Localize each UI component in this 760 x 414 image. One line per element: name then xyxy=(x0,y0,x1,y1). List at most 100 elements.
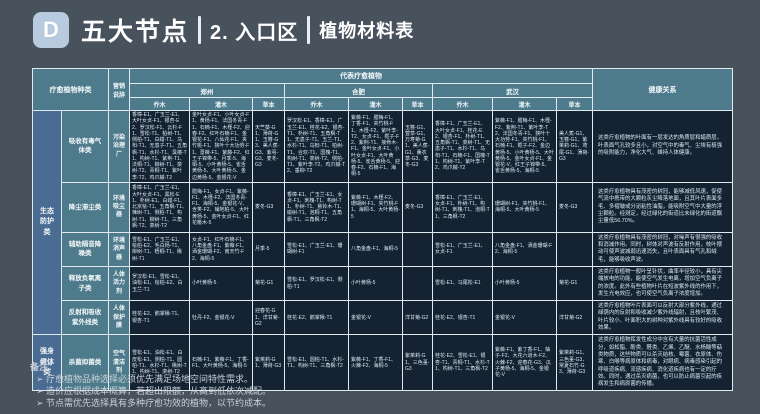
plant-cell: 玉簪-G1、萱草-G1、万寿菊-G1、美人蕉-G1、薰衣草-G3、麦冬-G3 xyxy=(402,110,433,183)
header-row-types: 乔木 灌木 草本 乔木 灌木 草本 乔木 灌木 草本 xyxy=(33,97,733,111)
header-type-shrub: 灌木 xyxy=(492,97,557,111)
footnote-item: ➢ 造价应根据成本概算，若超出限额，从高到低依次减配。 xyxy=(36,386,272,396)
table-row: 降尘滞尘类 环境吸尘器 香樟-E1、广玉兰-E1、大叶女贞-F1、黑松-E1、朴… xyxy=(33,181,734,233)
title-separator xyxy=(198,16,202,44)
health-relation-cell: 这类疗愈植物具有茂密的树冠，对噪声有很强的吸收和消减作用。同时，树体对声波有反射… xyxy=(592,231,734,267)
plant-cell: 雪松-E1、罗汉松-E1、侧柏-T1 xyxy=(284,265,349,302)
footnote-item: ➢ 疗愈植物品种选择必须优先满足场地空间特性需求。 xyxy=(36,374,254,384)
pitch-label: 环境消声器 xyxy=(108,231,130,267)
plant-cell: 麦冬-G3 xyxy=(252,181,285,233)
header-type-herb: 草本 xyxy=(402,97,433,111)
health-relation-cell: 这类疗愈植物挥发性成分中含有大量的抗菌活性成分，如松脂、酚类、醛类、乙烯、乙醚、… xyxy=(592,334,734,392)
pitch-label: 人体保护膜 xyxy=(108,300,130,336)
plant-cell: 桂花-E2、鹅掌楸-T1 xyxy=(284,300,349,336)
plant-cell: 罗汉松-E1、香樟-E1、广玉兰-E1、桂花-E2、银杏-T1、朴树-T1、五角… xyxy=(284,110,349,183)
plant-cell: 香樟-E1、广玉兰-E1、大叶女贞-F1、黑松-E1、朴树-E1、白蜡-F1、北… xyxy=(129,181,190,233)
plant-cell: 香樟-E1、广玉兰-E1、女贞-F1、朴树-T1、构树-T1、刺槐-T1、泡桐-… xyxy=(432,181,493,233)
table-row: 生态防护类 吸收有毒气体类 污染治理厂 香樟-E1、广玉兰-E1、大叶女贞-F1… xyxy=(32,109,734,336)
health-relation-cell: 这类疗愈植物的叶面有一层发达的角质层和蜡质层，叶表面气孔较多且小，对空气中的毒气… xyxy=(592,110,734,183)
header-health-relation: 健康关系 xyxy=(592,68,734,111)
plant-cell: 桂花-E2、银杏-T1 xyxy=(432,300,493,336)
plant-cell: 紫茉莉-G1、三色堇-G3、常夏石竹-G3、薄荷-G3 xyxy=(555,334,594,392)
plant-cell: 紫茉莉-G1、三色堇-G3 xyxy=(402,334,433,392)
plant-cell: 麦冬-G3 xyxy=(402,181,433,233)
plant-cell xyxy=(555,231,594,267)
header-pitch: 营销说辞 xyxy=(108,68,130,111)
header-city-wuhan: 武汉 xyxy=(431,83,594,98)
footnote-item: ➢ 节点需优先选择具有多种疗愈功效的植物，以节约成本。 xyxy=(36,398,272,408)
species-label: 反射和吸收紫外线类 xyxy=(61,300,109,336)
footnotes-title: 备注： xyxy=(30,362,58,372)
pitch-label: 环境吸尘器 xyxy=(108,181,130,233)
plant-cell: 洋甘菊-G2 xyxy=(402,300,433,336)
plant-cell: 小叶黄杨-5 xyxy=(492,265,557,302)
plant-material-table: 疗愈植物种类 营销说辞 代表疗愈植物 健康关系 郑州 合肥 武汉 乔木 灌木 草… xyxy=(32,68,734,392)
species-label: 降尘滞尘类 xyxy=(61,181,109,233)
plant-cell: 雪松-E1、马尾松-E1 xyxy=(432,265,493,302)
plant-cell: 桂花-E2、鹅掌楸-T1、银杏-T1 xyxy=(129,300,190,336)
pitch-label: 空气清洁剂 xyxy=(108,334,130,392)
plant-cell: 雪松-E1、油松-E1、白皮松-E1、侧柏-T1、圆柏-T1、水杉-T1、楸树-… xyxy=(129,334,190,392)
species-label: 释放负氧离子类 xyxy=(61,265,109,302)
plant-cell: 菊花-G1 xyxy=(252,265,285,302)
plant-cell: 小叶黄杨-5 xyxy=(189,265,253,302)
plant-cell: 雪松-E1、广玉兰-E1、女贞-F1 xyxy=(432,231,493,267)
plant-cell: 腊梅-F1、女贞-F1、紫薇-F1、木槿-F2、法国冬青-F1、海桐-5、金银花… xyxy=(189,181,253,233)
plant-cell: 雪松-E1、广玉兰-E1、珊瑚树-F1 xyxy=(284,231,349,267)
health-relation-cell: 这类疗愈植物叶片表面可以反射大部分紫外线，通过绿荫内的反射和吸收减少紫外线辐射，… xyxy=(592,300,734,336)
plant-cell: 牡丹-F2、金银花-V xyxy=(189,300,253,336)
plant-cell: 紫薇-F1、腊梅-F1、木槿-F2、紫荆-T1、紫叶李-T2、法国冬青-F1、狭… xyxy=(492,110,557,183)
plant-cell: 雪松-E1、广玉兰-E1、桧柏-E2、毛白杨-T1、柳树-T1、梧桐-T1、楸树… xyxy=(129,231,190,267)
plant-cell: 八角金盘-F1、洒金珊瑚-F2、海桐-5 xyxy=(492,231,557,267)
plant-cell: 洋甘菊-G2 xyxy=(555,300,594,336)
header-city-zhengzhou: 郑州 xyxy=(129,83,285,98)
pitch-label: 污染治理厂 xyxy=(108,110,130,183)
plant-cell: 紫薇-F1、丁香-F1、火棘-F2、海桐-5 xyxy=(348,334,403,392)
slide-title-bar: D 五大节点 2. 入口区 植物材料表 xyxy=(33,11,414,49)
pitch-label: 人体活力剂 xyxy=(108,265,130,302)
plant-cell: 八角金盘-F1、海桐-5 xyxy=(348,231,403,267)
footnotes: 备注： ➢ 疗愈植物品种选择必须优先满足场地空间特性需求。 ➢ 造价应根据成本概… xyxy=(30,361,271,409)
species-label: 吸收有毒气体类 xyxy=(61,110,109,183)
plant-cell: 菊花-G1 xyxy=(555,265,594,302)
header-species: 疗愈植物种类 xyxy=(32,68,109,111)
header-type-tree: 乔木 xyxy=(284,97,349,111)
header-type-tree: 乔木 xyxy=(129,97,190,111)
plant-cell: 香樟-E1、广玉兰-E1、大叶女贞-F1、银杏-E2、罗汉松-F1、云杉-F1、… xyxy=(129,110,190,183)
plant-cell: 雪松-E1、圆柏-T1、水杉-T1、构树-T1、三角枫-T2 xyxy=(284,334,349,392)
header-type-shrub: 灌木 xyxy=(348,97,403,111)
plant-cell: 紫薇-F1、腊梅-F1、丁香-F1、夹竹桃-F1、木槿-F2、紫叶李-T2、女贞… xyxy=(348,110,403,183)
table-row: 反射和吸收紫外线类 人体保护膜 桂花-E2、鹅掌楸-T1、银杏-T1 牡丹-F2… xyxy=(33,300,734,336)
header-representative-plants: 代表疗愈植物 xyxy=(128,68,594,84)
plant-cell: 紫茉莉-G1、薄荷-G3 xyxy=(252,334,285,392)
plant-cell: 金叶女贞-F1、小叶女贞-F1、黄杨-F1、法国冬青-F1、石楠-F1、木槿-F… xyxy=(189,110,253,183)
health-relation-cell: 这类疗愈植物具有茂密的树冠，能够减低风速，促使气流中携带的大颗粒灰尘降落地面，且… xyxy=(592,181,734,233)
plant-cell: 紫薇-F1、紫丁香-F1、柚子-F2、大花六道木-F2、火棘-F2、迎春花-G3… xyxy=(492,334,557,392)
plant-cell: 美人蕉-G1、玉簪-G1、紫茉莉-G1、鸢尾-G1、薄荷-G3 xyxy=(555,110,594,183)
plant-cell: 石楠-F1、紫薇-F1、丁香-F1、大叶黄杨-5、海桐-5 xyxy=(189,334,253,392)
plant-cell: 金银花-V xyxy=(492,300,557,336)
plant-cell: 月季-5 xyxy=(252,231,285,267)
plant-cell: 香樟-E1、广玉兰-E1、女贞-F1、刺槐-T1、构树-T1、朴树-T1、悬铃木… xyxy=(284,181,349,233)
group-eco-protection: 生态防护类 xyxy=(32,109,62,336)
plant-cell: 金银花-V xyxy=(348,300,403,336)
plant-cell: 罗汉松-E1、雪松-E1、油松-E1、桧柏-E2、白玉兰-T1 xyxy=(129,265,190,302)
plant-cell: 香樟-F1、广玉兰-E1、大叶女贞-F1、桂花-E2、银杏-F1、朴树-T1、五… xyxy=(432,110,493,183)
header-type-herb: 草本 xyxy=(555,97,594,111)
plant-cell: 女贞-F1、红叶石楠-F1、八角金盘-F1、紫薇-F1、洒金珊瑚-F2、南天竹-… xyxy=(189,231,253,267)
table-row: 释放负氧离子类 人体活力剂 罗汉松-E1、雪松-E1、油松-E1、桧柏-E2、白… xyxy=(33,265,734,302)
species-label: 杀菌抑菌类 xyxy=(61,334,109,392)
header-city-hefei: 合肥 xyxy=(284,83,433,98)
title-section: 五大节点 xyxy=(81,18,190,46)
table-row: 强身健体类 杀菌抑菌类 空气清洁剂 雪松-E1、油松-E1、白皮松-E1、侧柏-… xyxy=(32,334,734,392)
species-label: 辅助隔音降噪类 xyxy=(61,231,109,267)
plant-cell xyxy=(402,265,433,302)
plant-cell: 天竺葵-G1、薄荷-G1、玉簪-G3、美人蕉-G3、紫萼-G3、麦冬-G3 xyxy=(252,110,285,183)
plant-cell: 珊瑚树-F1、夹竹桃-F1、海桐-5、大叶黄杨-5 xyxy=(492,181,557,233)
plant-cell: 麦冬-G3 xyxy=(555,181,594,233)
plant-cell: 迎春花-G1、洋甘菊-G2 xyxy=(252,300,285,336)
plant-cell: 桂花-E2、雪松-E1、银杏-T1、青桐-T1、水杉-T1、构树-T1、三角枫-… xyxy=(432,334,493,392)
health-relation-cell: 这类疗愈植物一般叶呈针状，曲率半径较小，具有尖端放电的功能，能使空气发生电离，增… xyxy=(592,265,734,302)
header-type-shrub: 灌木 xyxy=(189,97,253,111)
header-type-herb: 草本 xyxy=(252,97,285,111)
